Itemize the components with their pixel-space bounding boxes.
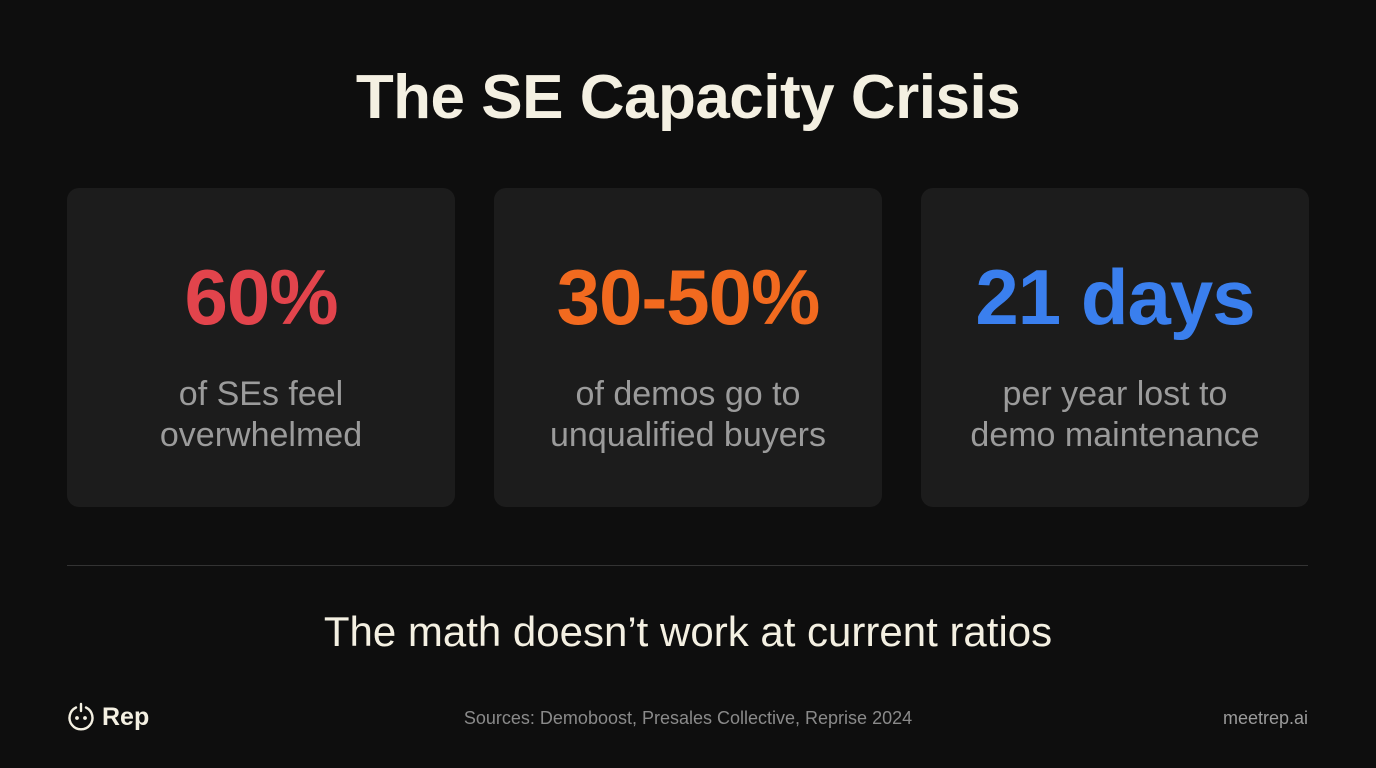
stat-card: 60% of SEs feel overwhelmed	[67, 188, 455, 507]
stat-line: of demos go to	[575, 375, 801, 413]
conclusion: The math doesn’t work at current ratios	[323, 608, 1053, 655]
website: meetrep.ai	[1222, 708, 1308, 728]
stat-card: 30-50% of demos go to unqualified buyers	[494, 188, 882, 507]
stat-line: overwhelmed	[159, 416, 363, 454]
brand-logo	[68, 702, 94, 731]
stat-card: 21 days per year lost to demo maintenanc…	[921, 188, 1309, 507]
stat-value: 21 days	[975, 253, 1255, 341]
slide-title: The SE Capacity Crisis	[355, 63, 1021, 132]
stat-description: of SEs feel overwhelmed	[67, 374, 455, 456]
stat-line: demo maintenance	[970, 416, 1260, 454]
stat-line: unqualified buyers	[550, 416, 826, 454]
stat-value: 30-50%	[556, 253, 821, 341]
stat-line: per year lost to	[1002, 375, 1228, 413]
sources: Sources: Demoboost, Presales Collective,…	[463, 708, 913, 728]
stat-description: per year lost to demo maintenance	[921, 374, 1309, 456]
stat-description: of demos go to unqualified buyers	[494, 374, 882, 456]
stat-value: 60%	[184, 253, 338, 341]
divider	[67, 565, 1308, 566]
brand-name: Rep	[102, 702, 150, 731]
brand: Rep	[66, 702, 149, 732]
stat-line: of SEs feel	[178, 375, 344, 413]
